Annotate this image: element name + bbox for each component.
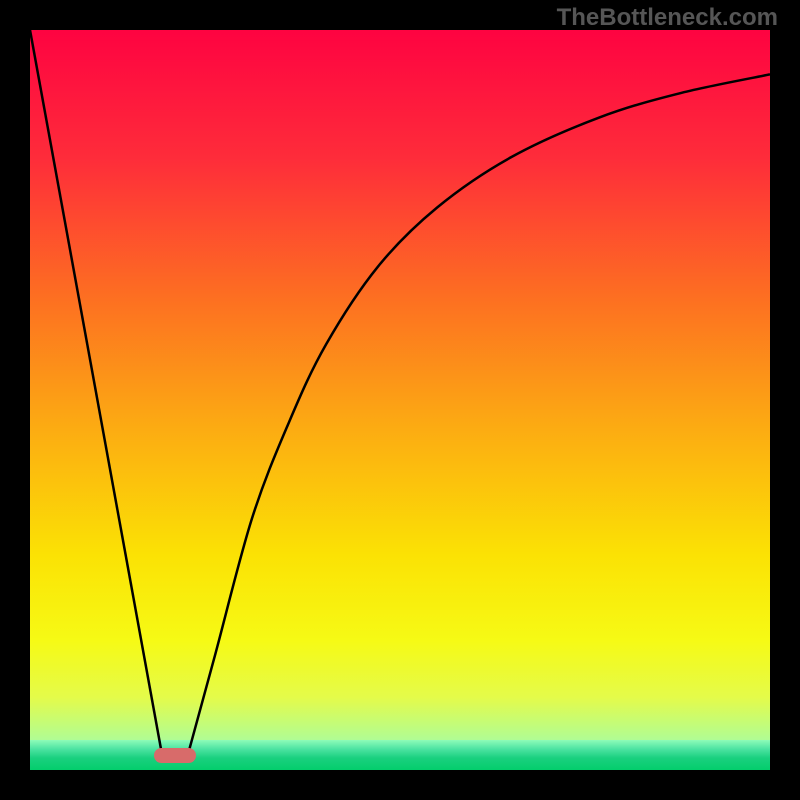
watermark-text: TheBottleneck.com — [557, 4, 778, 32]
bottleneck-curve — [30, 30, 770, 770]
chart-container: TheBottleneck.com — [0, 0, 800, 800]
plot-area — [30, 30, 770, 770]
optimum-marker — [154, 748, 195, 763]
